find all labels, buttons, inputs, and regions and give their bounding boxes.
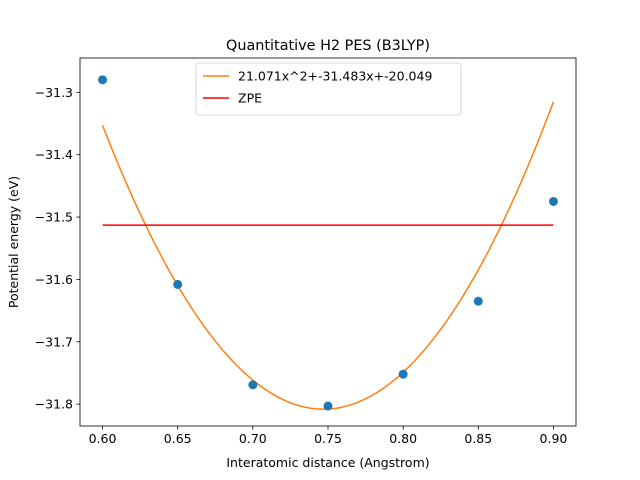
y-tick-label: −31.3 [35, 85, 73, 100]
y-tick-label: −31.7 [35, 334, 73, 349]
legend: 21.071x^2+-31.483x+-20.049 ZPE [195, 62, 462, 116]
x-axis-label: Interatomic distance (Angstrom) [226, 455, 429, 470]
chart-title: Quantitative H2 PES (B3LYP) [226, 38, 430, 54]
plot-area: 0.60 0.65 0.70 0.75 0.80 0.85 0.90 −31.3 −31.4 −3… [35, 57, 577, 446]
y-tick-label: −31.6 [35, 272, 73, 287]
data-point [323, 401, 333, 411]
data-point [473, 296, 483, 306]
data-layer [98, 75, 558, 411]
legend-label: ZPE [238, 91, 262, 106]
x-tick-label: 0.80 [389, 431, 417, 446]
y-tick-label: −31.8 [35, 397, 73, 412]
data-point [98, 75, 108, 85]
data-point [548, 196, 558, 206]
legend-label: 21.071x^2+-31.483x+-20.049 [238, 69, 432, 84]
data-point [173, 279, 183, 289]
x-tick-label: 0.65 [164, 431, 192, 446]
legend-box [195, 62, 462, 116]
y-tick-label: −31.4 [35, 147, 73, 162]
y-tick-label: −31.5 [35, 210, 73, 225]
x-tick-label: 0.75 [314, 431, 342, 446]
y-axis-label: Potential energy (eV) [6, 176, 21, 308]
x-tick-label: 0.90 [540, 431, 568, 446]
x-tick-label: 0.85 [464, 431, 492, 446]
data-point [398, 369, 408, 379]
x-tick-label: 0.60 [89, 431, 117, 446]
x-tick-label: 0.70 [239, 431, 267, 446]
data-point [248, 380, 258, 390]
